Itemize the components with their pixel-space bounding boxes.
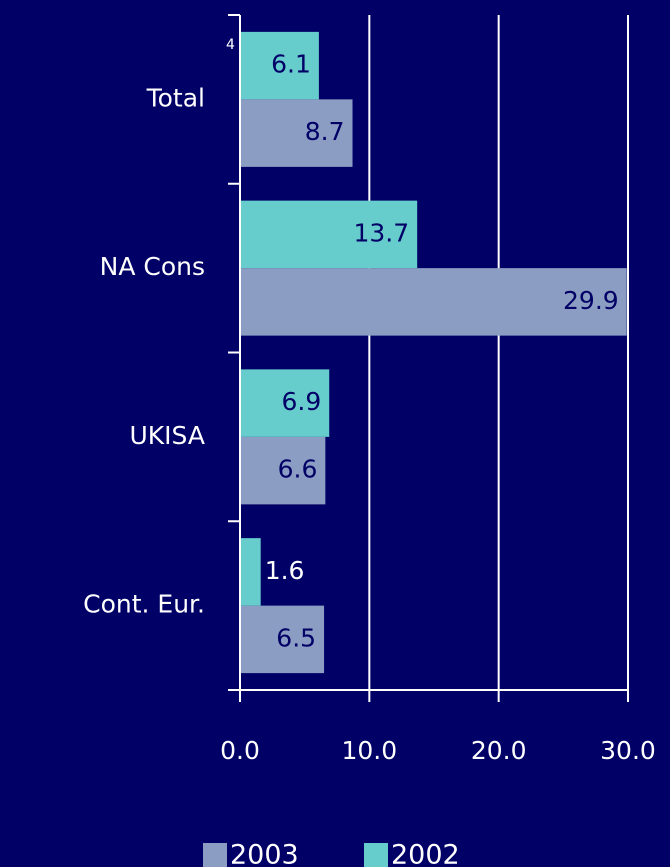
y-tick-label: NA Cons (100, 252, 205, 281)
bar (240, 31, 319, 100)
value-label: 13.7 (354, 218, 410, 247)
legend-label: 2003 (230, 840, 299, 867)
x-tick-label: 30.0 (600, 736, 656, 765)
annotation: 4 (226, 37, 235, 53)
bar (240, 436, 326, 505)
value-label: 29.9 (563, 286, 619, 315)
y-tick-label: Total (146, 83, 205, 112)
bar (240, 369, 330, 437)
bar (240, 200, 418, 269)
bar (240, 99, 353, 167)
value-label: 1.6 (265, 556, 305, 585)
value-label: 6.5 (276, 623, 316, 652)
legend-label: 2002 (391, 840, 460, 867)
value-label: 6.1 (271, 50, 311, 79)
bar (240, 605, 325, 674)
y-tick-label: Cont. Eur. (83, 590, 205, 619)
bar (240, 268, 627, 336)
value-label: 6.9 (281, 387, 321, 416)
value-label: 8.7 (305, 117, 345, 146)
y-tick-label: UKISA (129, 421, 205, 450)
bar (240, 538, 261, 606)
legend-swatch (364, 843, 388, 867)
x-tick-label: 10.0 (341, 736, 397, 765)
x-tick-label: 20.0 (471, 736, 527, 765)
value-label: 6.6 (278, 455, 318, 484)
legend-swatch (203, 843, 227, 867)
x-tick-label: 0.0 (220, 736, 260, 765)
